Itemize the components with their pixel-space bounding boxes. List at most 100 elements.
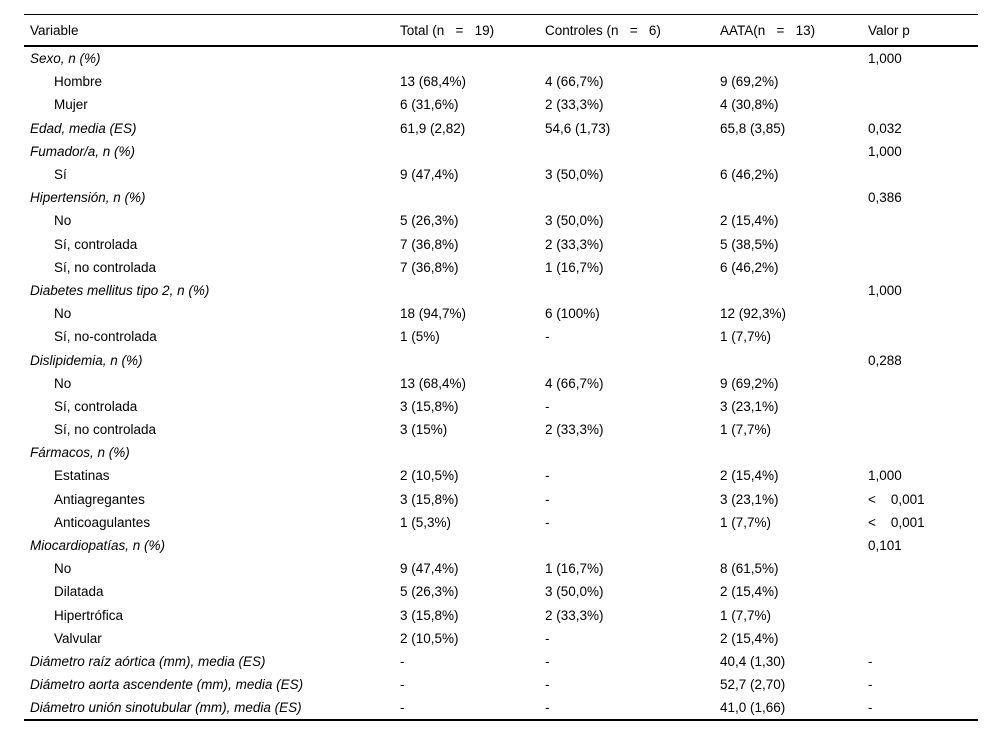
table-row: Diámetro unión sinotubular (mm), media (… xyxy=(24,696,978,720)
controles-cell: 3 (50,0%) xyxy=(545,213,604,229)
table-row: Hipertrófica 3 (15,8%) 2 (33,3%) 1 (7,7%) xyxy=(24,604,978,627)
p-value-cell xyxy=(868,163,978,186)
col-header-controles: Controles (n = 6) xyxy=(545,22,661,38)
variable-cell: Miocardiopatías, n (%) xyxy=(30,538,166,554)
total-cell: - xyxy=(400,653,405,669)
total-cell: 13 (68,4%) xyxy=(400,74,467,90)
total-cell: 3 (15,8%) xyxy=(400,491,459,507)
controles-cell: 3 (50,0%) xyxy=(545,167,604,183)
variable-cell: Sí xyxy=(54,167,67,183)
controles-cell: 1 (16,7%) xyxy=(545,561,604,577)
p-value-cell xyxy=(868,93,978,116)
p-value-cell xyxy=(868,233,978,256)
table-row: Fármacos, n (%) xyxy=(24,441,978,464)
controles-cell: 2 (33,3%) xyxy=(545,97,604,113)
total-cell: 6 (31,6%) xyxy=(400,97,459,113)
table-row: No 9 (47,4%) 1 (16,7%) 8 (61,5%) xyxy=(24,557,978,580)
total-cell: 13 (68,4%) xyxy=(400,375,467,391)
aata-cell: 65,8 (3,85) xyxy=(720,120,786,136)
p-value-cell xyxy=(868,372,978,395)
variable-cell: Diámetro unión sinotubular (mm), media (… xyxy=(30,700,302,716)
variable-cell: Dislipidemia, n (%) xyxy=(30,352,143,368)
total-cell: 1 (5%) xyxy=(400,329,440,345)
aata-cell: 52,7 (2,70) xyxy=(720,677,786,693)
variable-cell: Hipertensión, n (%) xyxy=(30,190,146,206)
controles-cell: 3 (50,0%) xyxy=(545,584,604,600)
p-value-cell: 0,032 xyxy=(868,120,902,136)
variable-cell: Diámetro aorta ascendente (mm), media (E… xyxy=(30,677,304,693)
controles-cell: 1 (16,7%) xyxy=(545,259,604,275)
p-value-cell: 0,386 xyxy=(868,190,902,206)
table-row: Sí, no controlada 3 (15%) 2 (33,3%) 1 (7,7%… xyxy=(24,418,978,441)
aata-cell xyxy=(720,534,868,557)
table-row: Hombre 13 (68,4%) 4 (66,7%) 9 (69,2%) xyxy=(24,70,978,93)
total-cell: 9 (47,4%) xyxy=(400,561,459,577)
table-row: No 13 (68,4%) 4 (66,7%) 9 (69,2%) xyxy=(24,372,978,395)
aata-cell: 41,0 (1,66) xyxy=(720,700,786,716)
aata-cell xyxy=(720,441,868,464)
controles-cell xyxy=(545,46,720,70)
table-body: Sexo, n (%) 1,000 Hombre 13 (68,4%) 4 (66,7%… xyxy=(24,46,978,721)
aata-cell xyxy=(720,140,868,163)
col-header-total: Total (n = 19) xyxy=(400,22,495,38)
table-row: Mujer 6 (31,6%) 2 (33,3%) 4 (30,8%) xyxy=(24,93,978,116)
variable-cell: Dilatada xyxy=(54,584,104,600)
controles-cell: - xyxy=(545,677,550,693)
total-cell: 18 (94,7%) xyxy=(400,306,467,322)
p-value-cell xyxy=(868,580,978,603)
controles-cell: 4 (66,7%) xyxy=(545,375,604,391)
controles-cell: 6 (100%) xyxy=(545,306,600,322)
table-row: Sí, controlada 7 (36,8%) 2 (33,3%) 5 (38,5%… xyxy=(24,233,978,256)
controles-cell: - xyxy=(545,329,550,345)
aata-cell: 8 (61,5%) xyxy=(720,561,779,577)
clinical-characteristics-table: Variable Total (n = 19) Controles (n = 6… xyxy=(24,14,978,721)
controles-cell: - xyxy=(545,700,550,716)
controles-cell xyxy=(545,186,720,209)
p-value-cell xyxy=(868,604,978,627)
aata-cell: 2 (15,4%) xyxy=(720,630,779,646)
variable-cell: Hipertrófica xyxy=(54,607,124,623)
controles-cell xyxy=(545,140,720,163)
col-header-variable: Variable xyxy=(30,22,79,38)
table-row: Hipertensión, n (%) 0,386 xyxy=(24,186,978,209)
p-value-cell xyxy=(868,557,978,580)
total-cell: 3 (15,8%) xyxy=(400,607,459,623)
variable-cell: Sí, controlada xyxy=(54,236,138,252)
variable-cell: Sí, controlada xyxy=(54,398,138,414)
p-value-cell: 0,288 xyxy=(868,352,902,368)
aata-cell: 2 (15,4%) xyxy=(720,213,779,229)
variable-cell: Valvular xyxy=(54,630,102,646)
p-value-cell: < 0,001 xyxy=(868,491,925,507)
aata-cell: 1 (7,7%) xyxy=(720,329,772,345)
table-row: Sí, no-controlada 1 (5%) - 1 (7,7%) xyxy=(24,325,978,348)
table-row: Edad, media (ES) 61,9 (2,82) 54,6 (1,73) 65… xyxy=(24,117,978,140)
aata-cell: 3 (23,1%) xyxy=(720,398,779,414)
aata-cell: 3 (23,1%) xyxy=(720,491,779,507)
aata-cell: 4 (30,8%) xyxy=(720,97,779,113)
table-row: Estatinas 2 (10,5%) - 2 (15,4%) 1,000 xyxy=(24,464,978,487)
controles-cell: - xyxy=(545,491,550,507)
table-row: Sí, no controlada 7 (36,8%) 1 (16,7%) 6 (46… xyxy=(24,256,978,279)
p-value-cell xyxy=(868,395,978,418)
col-header-valor-p: Valor p xyxy=(868,22,910,38)
variable-cell: No xyxy=(54,213,72,229)
p-value-cell xyxy=(868,418,978,441)
controles-cell xyxy=(545,279,720,302)
aata-cell: 1 (7,7%) xyxy=(720,514,772,530)
aata-cell: 2 (15,4%) xyxy=(720,584,779,600)
total-cell: 7 (36,8%) xyxy=(400,236,459,252)
aata-cell: 1 (7,7%) xyxy=(720,607,772,623)
total-cell: 3 (15%) xyxy=(400,422,448,438)
controles-cell: - xyxy=(545,468,550,484)
aata-cell: 9 (69,2%) xyxy=(720,375,779,391)
total-cell: 3 (15,8%) xyxy=(400,398,459,414)
total-cell: 2 (10,5%) xyxy=(400,630,459,646)
total-cell xyxy=(400,279,545,302)
table-row: Miocardiopatías, n (%) 0,101 xyxy=(24,534,978,557)
total-cell: 7 (36,8%) xyxy=(400,259,459,275)
controles-cell: - xyxy=(545,630,550,646)
aata-cell: 2 (15,4%) xyxy=(720,468,779,484)
total-cell: 9 (47,4%) xyxy=(400,167,459,183)
aata-cell: 12 (92,3%) xyxy=(720,306,787,322)
